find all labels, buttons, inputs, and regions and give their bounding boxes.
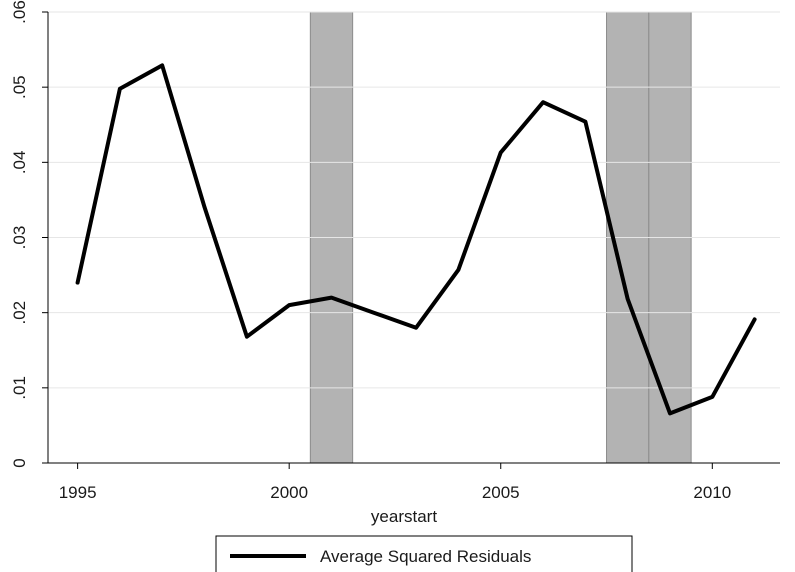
legend-label: Average Squared Residuals <box>320 547 531 566</box>
y-tick-label-0: 0 <box>10 458 29 467</box>
series-line-0 <box>75 63 757 416</box>
x-tick-label-2: 2005 <box>482 483 520 502</box>
y-tick-label-2: .02 <box>10 301 29 325</box>
y-tick-label-4: .04 <box>10 151 29 175</box>
legend: Average Squared Residuals <box>215 535 633 572</box>
x-tick-label-1: 2000 <box>270 483 308 502</box>
x-tick-label-0: 1995 <box>59 483 97 502</box>
x-ticks: 1995 2000 2005 2010 <box>59 463 731 502</box>
y-tick-label-5: .05 <box>10 75 29 99</box>
series-lines <box>75 63 757 416</box>
gridlines <box>48 11 780 389</box>
y-tick-label-1: .01 <box>10 376 29 400</box>
x-tick-label-3: 2010 <box>693 483 731 502</box>
x-axis-title: yearstart <box>371 507 437 526</box>
y-tick-label-3: .03 <box>10 226 29 250</box>
y-tick-label-6: .06 <box>10 0 29 24</box>
y-ticks: 0 .01 .02 .03 .04 .05 .06 <box>10 0 48 468</box>
